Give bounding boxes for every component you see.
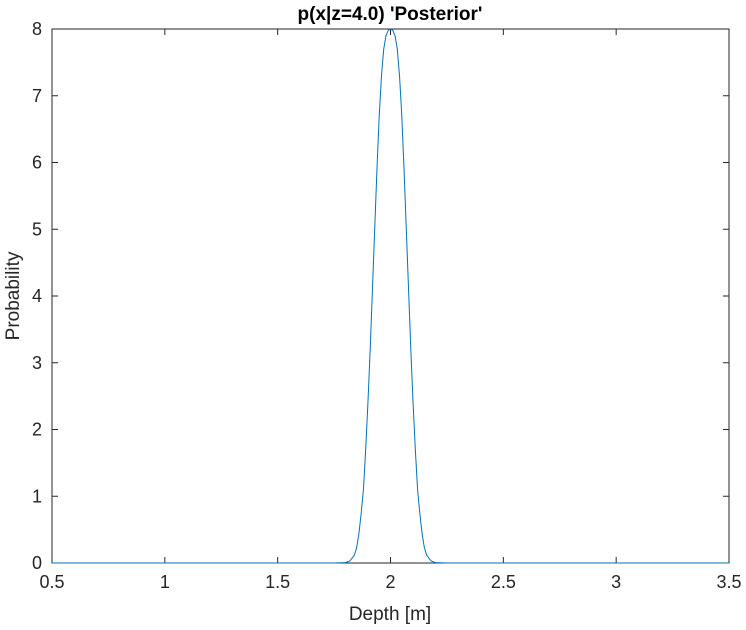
y-tick-label: 5	[32, 219, 42, 239]
tick-marks	[51, 28, 730, 564]
y-tick-label: 4	[32, 286, 42, 306]
x-tick-label: 3	[611, 572, 621, 592]
posterior-curve	[52, 28, 729, 564]
x-tick-label: 3.5	[716, 572, 741, 592]
plot-area	[51, 28, 730, 564]
y-tick-label: 7	[32, 86, 42, 106]
x-tick-label: 1	[160, 572, 170, 592]
x-tick-label: 2.5	[491, 572, 516, 592]
y-axis-label: Probability	[3, 251, 24, 340]
x-tick-label: 2	[385, 572, 395, 592]
x-tick-labels: 0.5 1 1.5 2 2.5 3 3.5	[39, 572, 741, 592]
y-tick-label: 0	[32, 553, 42, 573]
x-axis-label: Depth [m]	[349, 604, 431, 625]
x-tick-label: 0.5	[39, 572, 64, 592]
y-tick-label: 8	[32, 19, 42, 39]
y-tick-labels: 0 1 2 3 4 5 6 7 8	[32, 19, 42, 573]
y-tick-label: 1	[32, 486, 42, 506]
y-tick-label: 6	[32, 153, 42, 173]
chart-title: p(x|z=4.0) 'Posterior'	[298, 4, 483, 25]
y-tick-label: 3	[32, 353, 42, 373]
y-tick-label: 2	[32, 420, 42, 440]
x-tick-label: 1.5	[265, 572, 290, 592]
